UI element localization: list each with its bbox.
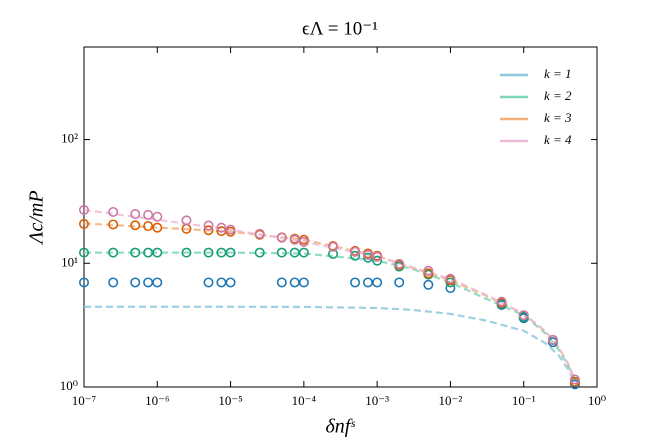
- marker: [276, 277, 287, 288]
- marker: [130, 209, 141, 220]
- marker: [108, 219, 119, 230]
- marker: [276, 247, 287, 258]
- y-tick-label: 10⁰: [60, 378, 78, 393]
- marker: [298, 277, 309, 288]
- x-tick-label: 10⁻³: [365, 393, 389, 408]
- marker: [216, 222, 227, 233]
- x-tick-label: 10⁻⁷: [72, 393, 96, 408]
- marker: [276, 232, 287, 243]
- marker: [108, 247, 119, 258]
- legend-label: k = 2: [544, 88, 572, 103]
- marker: [143, 277, 154, 288]
- marker: [225, 247, 236, 258]
- marker: [445, 273, 456, 284]
- marker: [254, 228, 265, 239]
- marker: [79, 204, 90, 215]
- marker: [298, 247, 309, 258]
- marker: [152, 211, 163, 222]
- marker: [130, 220, 141, 231]
- marker: [108, 277, 119, 288]
- marker: [181, 215, 192, 226]
- marker: [372, 255, 383, 266]
- x-tick-label: 10⁻⁴: [292, 393, 317, 408]
- marker: [569, 374, 580, 385]
- marker: [547, 334, 558, 345]
- legend-label: k = 4: [544, 132, 572, 147]
- marker: [423, 265, 434, 276]
- marker: [350, 250, 361, 261]
- marker: [130, 247, 141, 258]
- chart-title: ϵΛ = 10⁻¹: [302, 18, 378, 39]
- marker: [79, 218, 90, 229]
- marker: [328, 241, 339, 252]
- marker: [362, 277, 373, 288]
- plot-frame: [83, 46, 598, 388]
- marker: [203, 225, 214, 236]
- marker: [254, 247, 265, 258]
- marker: [372, 277, 383, 288]
- marker: [152, 247, 163, 258]
- x-tick-label: 10⁻⁶: [145, 393, 169, 408]
- marker: [362, 249, 373, 260]
- y-tick-label: 10²: [61, 131, 78, 146]
- marker: [203, 277, 214, 288]
- marker: [79, 277, 90, 288]
- marker: [225, 224, 236, 235]
- marker: [143, 209, 154, 220]
- marker: [350, 246, 361, 257]
- marker: [108, 206, 119, 217]
- marker: [152, 277, 163, 288]
- x-tick-label: 10⁻⁵: [218, 393, 242, 408]
- dashed-line: [84, 208, 579, 387]
- marker: [216, 277, 227, 288]
- x-tick-label: 10⁻¹: [512, 393, 536, 408]
- x-tick-label: 10⁰: [588, 393, 606, 408]
- marker: [181, 247, 192, 258]
- marker: [372, 251, 383, 262]
- marker: [518, 310, 529, 321]
- x-axis-label: δnfˢ: [325, 416, 355, 438]
- marker: [350, 277, 361, 288]
- marker: [152, 222, 163, 233]
- marker: [79, 247, 90, 258]
- y-axis-label: Λc/mP: [26, 190, 48, 245]
- dashed-line: [84, 305, 579, 387]
- marker: [423, 279, 434, 290]
- dashed-line: [84, 251, 579, 387]
- marker: [225, 277, 236, 288]
- marker: [289, 277, 300, 288]
- marker: [289, 234, 300, 245]
- marker: [143, 221, 154, 232]
- marker: [298, 236, 309, 247]
- marker: [496, 296, 507, 307]
- legend-label: k = 1: [544, 66, 572, 81]
- x-tick-label: 10⁻²: [439, 393, 463, 408]
- marker: [394, 277, 405, 288]
- marker: [394, 258, 405, 269]
- marker: [203, 247, 214, 258]
- legend-label: k = 3: [544, 110, 572, 125]
- marker: [203, 220, 214, 231]
- marker: [130, 277, 141, 288]
- y-tick-label: 10¹: [61, 254, 78, 269]
- marker: [362, 252, 373, 263]
